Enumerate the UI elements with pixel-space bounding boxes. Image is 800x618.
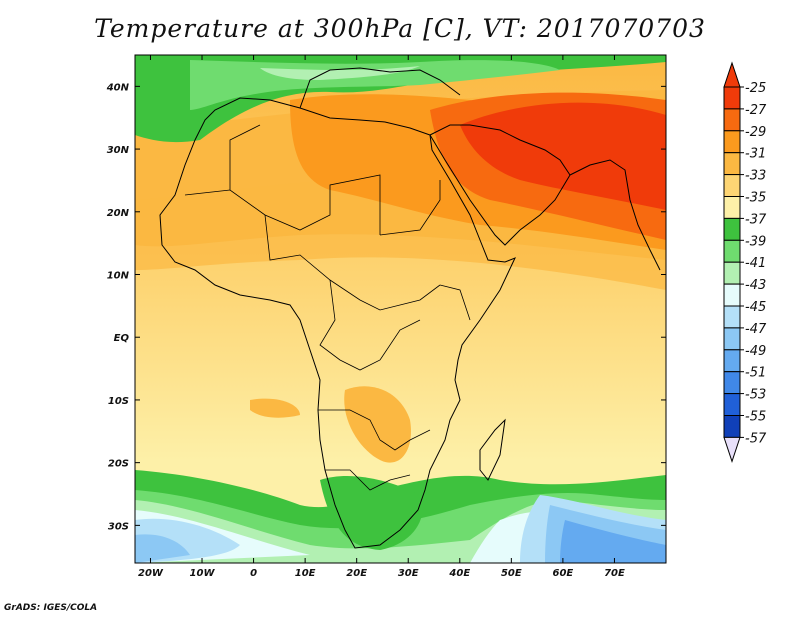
lat-label: 30S <box>108 521 129 532</box>
colorbar-label: -25 <box>745 81 766 96</box>
colorbar-swatch <box>723 196 741 219</box>
lon-label: 20W <box>138 568 164 579</box>
colorbar-swatch <box>723 349 741 373</box>
lat-label: EQ <box>114 333 130 344</box>
grads-credit: GrADS: IGES/COLA <box>4 603 98 613</box>
colorbar-label: -43 <box>745 278 766 293</box>
lat-label: 30N <box>107 145 130 156</box>
colorbar-swatch <box>723 283 741 307</box>
lat-label: 20N <box>107 208 130 219</box>
colorbar-label: -51 <box>745 366 766 381</box>
colorbar-label: -37 <box>745 212 767 227</box>
lon-label: 20E <box>346 568 367 579</box>
lon-label: 40E <box>448 568 470 579</box>
colorbar-swatch <box>723 371 741 395</box>
colorbar-swatch <box>723 217 741 241</box>
colorbar-bottom-arrow <box>723 436 741 463</box>
lat-label: 10S <box>108 396 129 407</box>
colorbar-swatch <box>723 327 741 351</box>
lon-label: 0 <box>250 568 257 579</box>
colorbar-swatch <box>723 108 741 132</box>
colorbar-label: -31 <box>745 147 766 162</box>
coastlines <box>159 67 661 549</box>
lon-label: 50E <box>501 568 522 579</box>
lon-label: 10W <box>190 568 216 579</box>
colorbar-label: -57 <box>745 431 767 446</box>
colorbar-swatch <box>723 130 741 154</box>
lon-label: 70E <box>604 568 625 579</box>
colorbar-swatch <box>723 86 741 110</box>
colorbar-label: -47 <box>745 322 767 337</box>
colorbar-label: -45 <box>745 300 766 315</box>
lon-label: 10E <box>295 568 316 579</box>
colorbar-label: -49 <box>745 344 766 359</box>
lat-label: 10N <box>107 271 130 282</box>
lon-label: 60E <box>553 568 574 579</box>
lat-label: 40N <box>106 82 130 93</box>
colorbar-top-arrow <box>723 61 741 88</box>
colorbar-label: -33 <box>745 169 766 184</box>
colorbar-label: -27 <box>745 103 767 118</box>
map-title: Temperature at 300hPa [C], VT: 201707070… <box>94 14 706 43</box>
colorbar-swatch <box>723 415 741 438</box>
colorbar-swatch <box>723 261 741 285</box>
temperature-field <box>135 55 666 563</box>
lat-label: 20S <box>108 459 129 470</box>
colorbar: -25 -27 -29 -31 -33 -35 -37 -39 -41 -43 -45 -47 -49 -… <box>723 61 767 463</box>
colorbar-label: -35 <box>745 191 766 206</box>
lon-label: 30E <box>398 568 419 579</box>
map-frame <box>134 54 667 564</box>
colorbar-swatch <box>723 239 741 263</box>
colorbar-label: -55 <box>745 410 766 425</box>
colorbar-swatch <box>723 152 741 176</box>
colorbar-label: -53 <box>745 388 766 403</box>
colorbar-swatch <box>723 305 741 329</box>
colorbar-label: -41 <box>745 256 766 271</box>
colorbar-swatch <box>723 174 741 198</box>
colorbar-label: -39 <box>745 234 766 249</box>
colorbar-swatch <box>723 393 741 417</box>
colorbar-label: -29 <box>745 125 766 140</box>
